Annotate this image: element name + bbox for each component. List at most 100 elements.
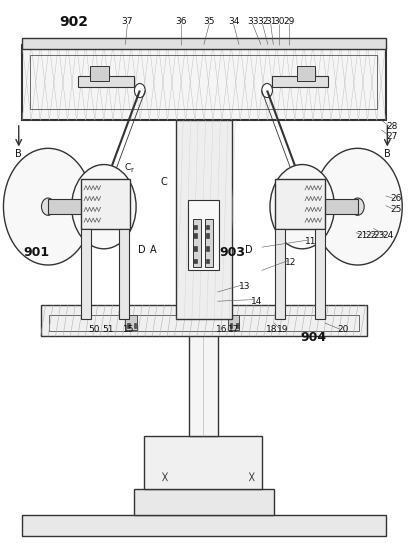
Text: 902: 902 (59, 15, 88, 29)
Polygon shape (319, 203, 350, 220)
Bar (22, 38, 386, 49)
Circle shape (351, 198, 364, 216)
Polygon shape (309, 196, 330, 210)
Polygon shape (329, 214, 352, 250)
Bar (127, 323, 130, 328)
Bar (176, 120, 232, 319)
Bar (81, 179, 130, 229)
Circle shape (42, 198, 54, 216)
Bar (49, 315, 359, 331)
Bar (134, 489, 274, 515)
Text: 25: 25 (390, 205, 402, 214)
Bar (206, 233, 209, 238)
Bar (188, 200, 219, 270)
Bar (48, 199, 120, 214)
Polygon shape (307, 213, 327, 235)
Polygon shape (84, 195, 104, 218)
Bar (22, 515, 386, 536)
Bar (193, 258, 197, 263)
Text: A: A (150, 245, 157, 255)
Bar (206, 246, 209, 251)
Text: 28: 28 (386, 122, 398, 131)
Polygon shape (282, 195, 302, 218)
Bar (275, 229, 285, 319)
Polygon shape (294, 170, 305, 198)
Polygon shape (109, 213, 129, 235)
Polygon shape (102, 216, 112, 243)
Text: 31: 31 (265, 17, 277, 27)
Text: C: C (161, 178, 167, 187)
Polygon shape (365, 193, 396, 211)
Circle shape (134, 84, 145, 98)
Circle shape (313, 148, 402, 265)
Text: 26: 26 (390, 194, 402, 203)
Text: 21: 21 (357, 231, 368, 240)
Text: 18: 18 (265, 325, 277, 334)
Polygon shape (79, 179, 99, 200)
Polygon shape (347, 157, 361, 197)
Polygon shape (300, 216, 310, 243)
Text: 903: 903 (220, 246, 246, 259)
Bar (90, 66, 109, 81)
Text: D: D (138, 245, 146, 255)
Bar (228, 315, 239, 330)
Bar (134, 323, 136, 328)
Circle shape (262, 84, 272, 98)
Circle shape (72, 165, 136, 249)
Bar (41, 305, 367, 336)
Circle shape (297, 200, 307, 214)
Bar (193, 246, 197, 251)
Polygon shape (363, 214, 391, 244)
Polygon shape (96, 170, 106, 198)
Text: 36: 36 (176, 17, 187, 27)
Text: 51: 51 (102, 325, 114, 334)
Text: 14: 14 (251, 296, 262, 306)
Bar (205, 219, 213, 267)
Text: 34: 34 (228, 17, 239, 27)
Polygon shape (56, 193, 86, 211)
Text: 901: 901 (23, 246, 50, 259)
Polygon shape (45, 217, 59, 256)
Bar (22, 45, 386, 120)
Bar (285, 199, 358, 214)
Text: 15: 15 (123, 325, 134, 334)
Text: 22: 22 (366, 231, 377, 240)
Polygon shape (37, 157, 51, 197)
Bar (81, 229, 91, 319)
Circle shape (99, 200, 109, 214)
Polygon shape (82, 213, 99, 239)
Bar (125, 315, 137, 330)
Bar (297, 66, 315, 81)
Polygon shape (281, 213, 297, 239)
Text: 37: 37 (121, 17, 133, 27)
Text: 27: 27 (386, 132, 398, 141)
Text: 19: 19 (277, 325, 288, 334)
Text: 33: 33 (247, 17, 258, 27)
Polygon shape (324, 169, 352, 199)
Bar (275, 179, 325, 229)
Text: 13: 13 (239, 282, 250, 291)
Bar (189, 320, 218, 435)
Bar (272, 76, 328, 87)
Polygon shape (307, 174, 324, 200)
Polygon shape (277, 179, 297, 200)
Bar (144, 435, 262, 489)
Text: C: C (124, 163, 131, 172)
Polygon shape (19, 214, 42, 250)
Text: 23: 23 (374, 231, 385, 240)
Text: 16: 16 (215, 325, 227, 334)
Polygon shape (363, 163, 386, 199)
Text: B: B (384, 149, 391, 159)
Bar (119, 229, 129, 319)
Polygon shape (15, 169, 42, 199)
Polygon shape (109, 174, 125, 200)
Text: 32: 32 (257, 17, 268, 27)
Bar (206, 224, 209, 229)
Text: 35: 35 (203, 17, 215, 27)
Bar (230, 323, 233, 328)
Bar (30, 55, 377, 110)
Polygon shape (10, 203, 40, 220)
Polygon shape (76, 204, 97, 218)
Bar (193, 224, 197, 229)
Text: B: B (15, 149, 21, 159)
